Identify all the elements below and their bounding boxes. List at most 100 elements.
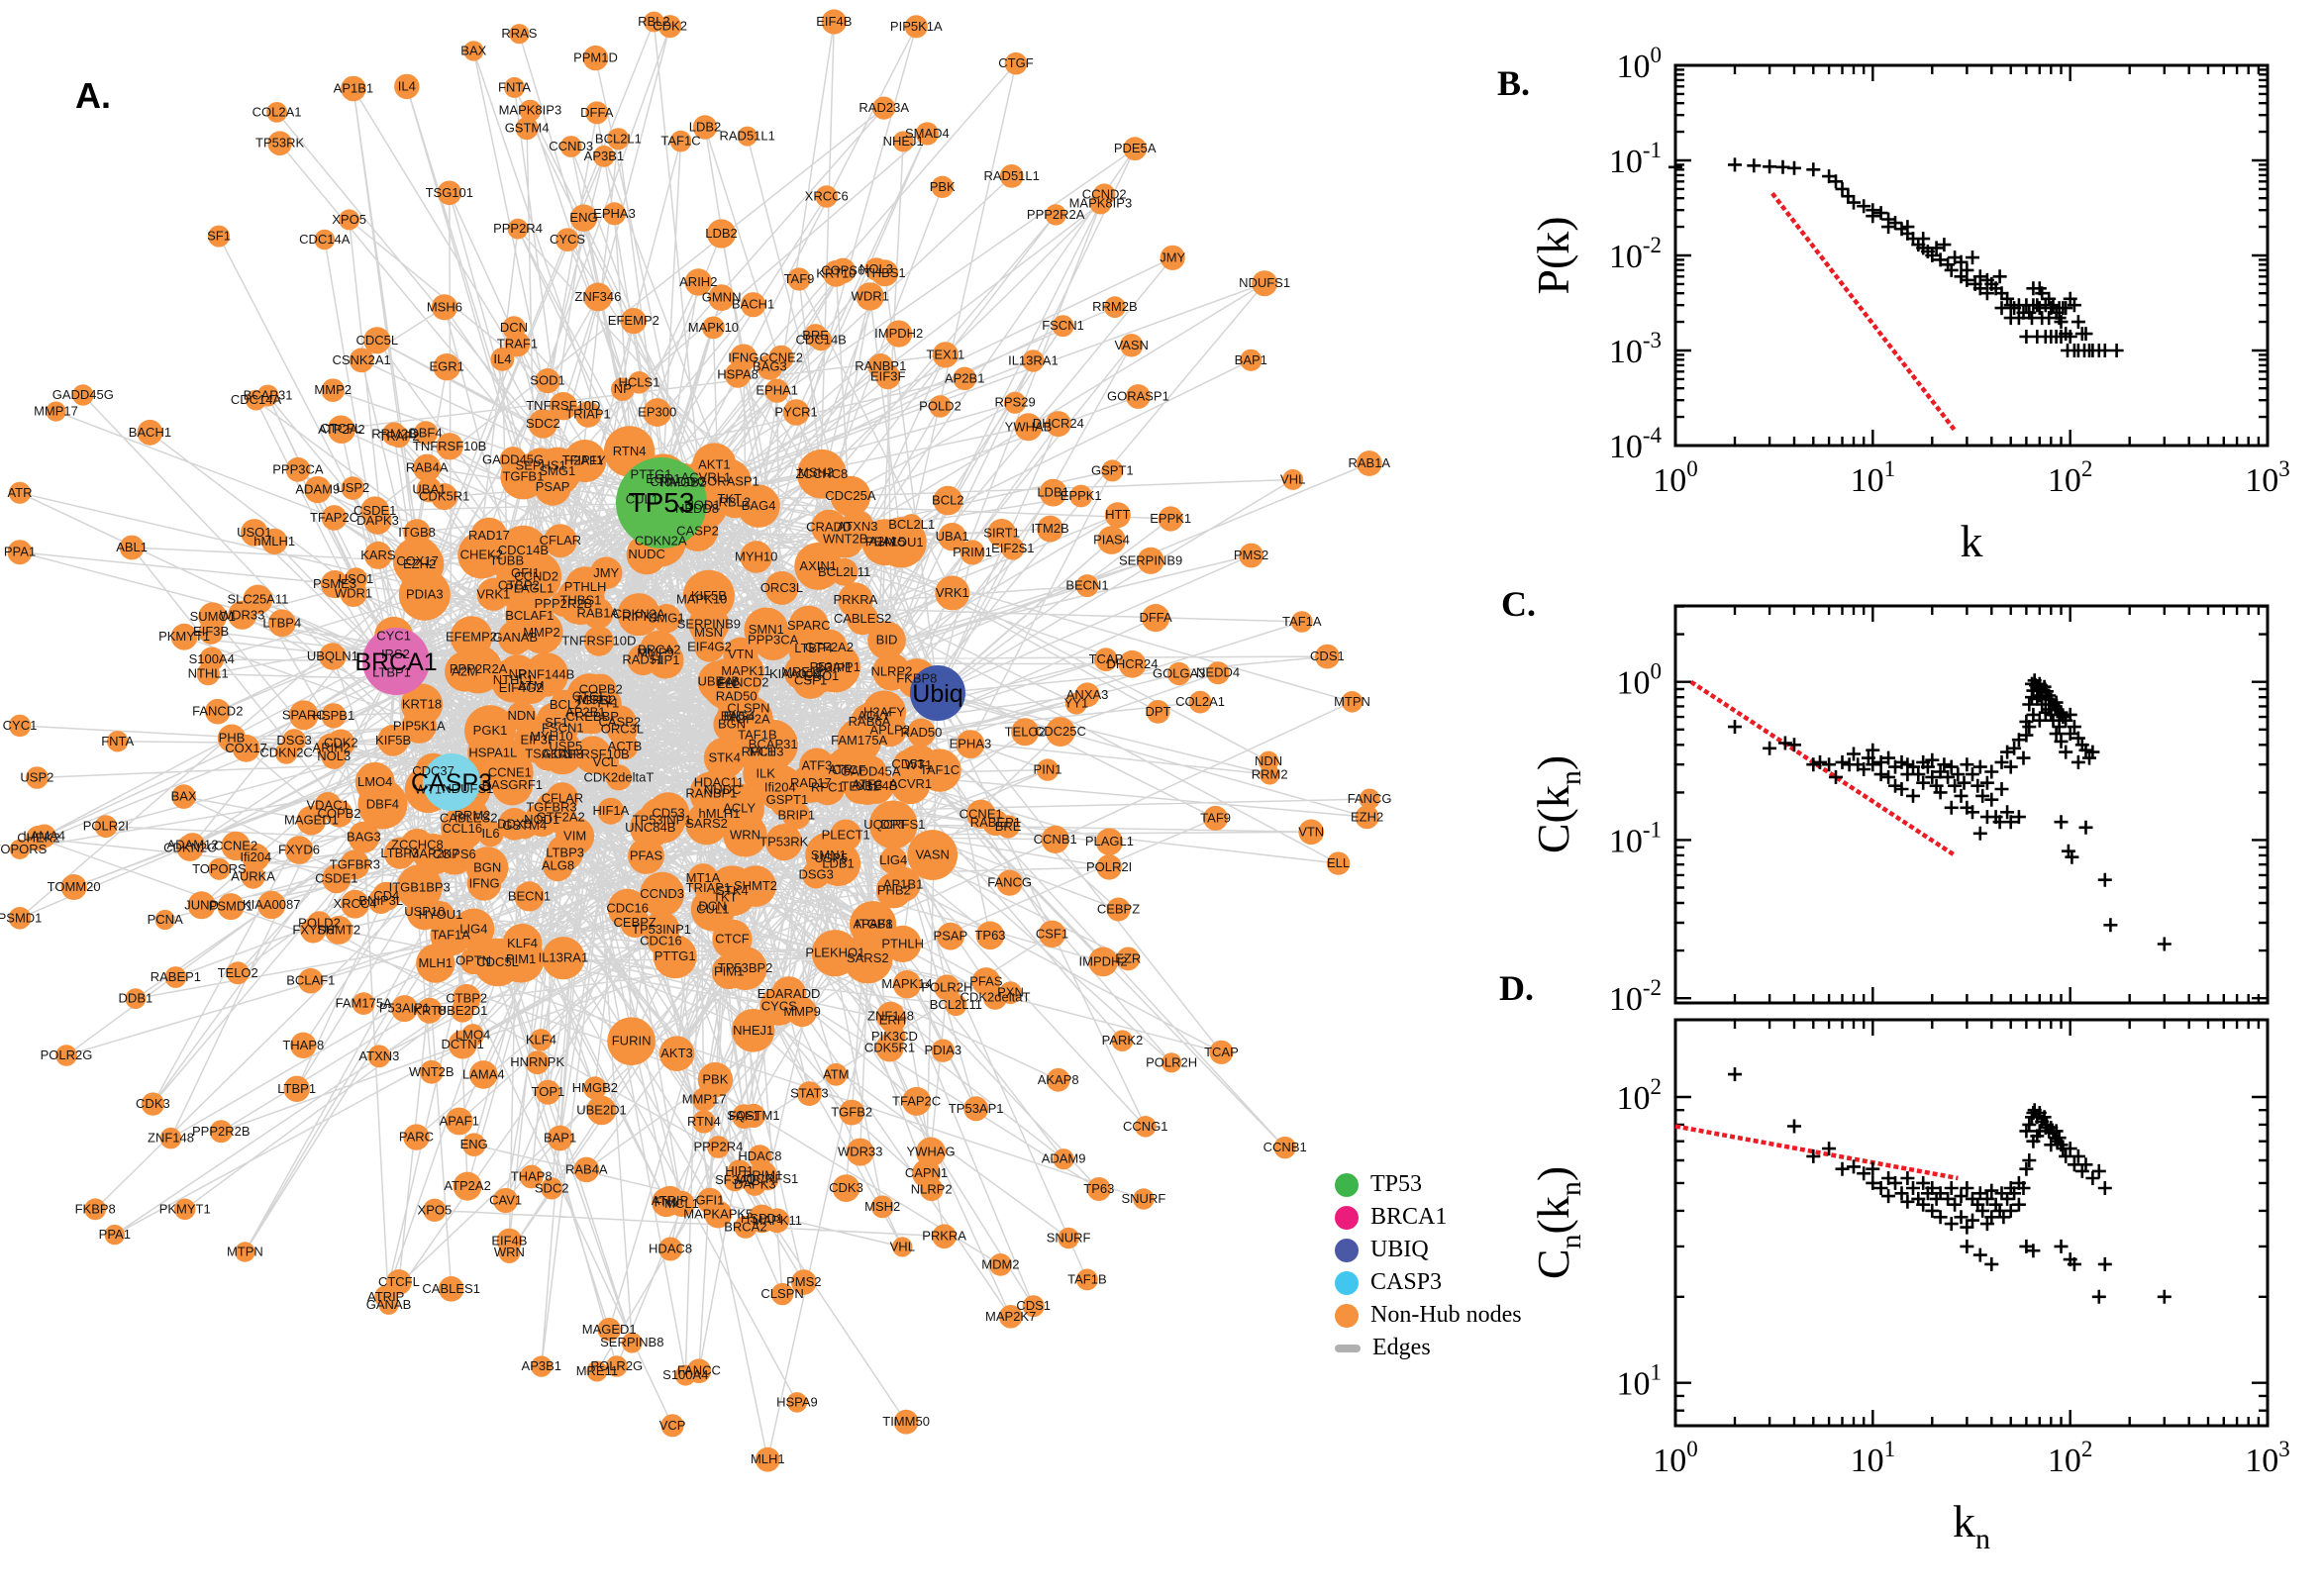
network-node xyxy=(607,128,630,150)
network-node xyxy=(514,881,545,912)
network-node xyxy=(934,974,960,1001)
network-node xyxy=(892,131,914,152)
network-node-label: GADD45G xyxy=(52,387,114,402)
network-node xyxy=(658,1036,695,1071)
network-node xyxy=(493,1187,519,1214)
legend-item: Edges xyxy=(1335,1332,1563,1364)
legend-node-swatch-icon xyxy=(1335,1172,1359,1197)
network-node-label: MTPN xyxy=(227,1245,263,1259)
network-node xyxy=(535,368,560,394)
network-node-label: GOLGA3 xyxy=(1153,666,1205,681)
network-node xyxy=(735,865,776,907)
network-node-label: CABLES1 xyxy=(422,1281,480,1296)
network-node xyxy=(72,384,94,406)
network-node xyxy=(1341,691,1364,713)
network-node xyxy=(771,976,807,1012)
network-node xyxy=(932,1224,957,1248)
network-node-label: PHB2 xyxy=(877,882,911,897)
network-node xyxy=(692,115,718,140)
network-node xyxy=(1356,450,1382,476)
network-node xyxy=(382,422,406,447)
network-node xyxy=(349,348,374,373)
network-node xyxy=(1053,1148,1074,1170)
network-node xyxy=(723,637,758,672)
network-node-label: LTBP1 xyxy=(277,1081,316,1096)
network-node-label: HSPA1L xyxy=(468,746,517,760)
network-node-label: BGN xyxy=(473,860,501,875)
network-node-label: PKMYT1 xyxy=(158,629,210,644)
network-node xyxy=(341,889,369,919)
axis-ticks xyxy=(1673,605,2270,1003)
network-node-label: CCNB1 xyxy=(1263,1140,1307,1154)
network-node xyxy=(748,1145,772,1168)
network-node xyxy=(586,1095,617,1126)
network-node-label: CCND3 xyxy=(549,139,593,153)
network-node-label: CDC14B xyxy=(796,332,847,347)
network-node-label: MDM2 xyxy=(981,1256,1019,1271)
network-node xyxy=(419,1059,444,1084)
network-node xyxy=(1014,413,1043,442)
network-node xyxy=(374,1285,398,1309)
network-node xyxy=(1126,384,1151,409)
network-node-label: USP5 xyxy=(549,739,582,753)
network-node-label: NUDC xyxy=(704,782,742,797)
network-node xyxy=(764,1208,790,1234)
network-node xyxy=(1118,649,1147,678)
network-node-label: RAD51L1 xyxy=(720,129,775,144)
network-node xyxy=(996,869,1023,896)
network-node-label: RAB1A xyxy=(1348,455,1390,470)
network-node-label: PIM1 xyxy=(714,964,744,979)
network-node-label: PLAGL1 xyxy=(505,581,554,596)
network-node-label: YY1 xyxy=(595,695,620,710)
network-node-label: BCL2L11 xyxy=(818,564,870,579)
network-node-label: EGR1 xyxy=(646,471,680,486)
network-node xyxy=(283,1075,310,1103)
network-node-label: RANBP1 xyxy=(685,785,737,800)
network-node xyxy=(582,45,609,71)
network-node-label: PRIM1 xyxy=(744,1167,783,1182)
network-node xyxy=(377,724,409,756)
tick-label: 101 xyxy=(1851,1437,1896,1479)
network-node xyxy=(582,597,614,630)
network-node xyxy=(989,1253,1012,1276)
network-node-label: MLH3 xyxy=(750,745,784,759)
network-node-label: THAP8 xyxy=(282,1038,324,1052)
network-node-label: CDC14B xyxy=(498,543,549,557)
network-node-label: IL4 xyxy=(398,78,416,93)
network-node-label: CCND2 xyxy=(1082,187,1127,202)
network-node-label: TP53INP1 xyxy=(633,812,692,827)
network-node xyxy=(491,764,533,806)
network-node xyxy=(606,1355,628,1377)
network-node-label: CDC25A xyxy=(825,488,876,503)
network-node-label: BRE xyxy=(802,328,829,343)
network-node xyxy=(7,540,33,565)
network-node xyxy=(706,219,737,249)
network-node-label: AP2B1 xyxy=(565,704,605,719)
network-node xyxy=(803,324,828,348)
network-node xyxy=(963,1096,989,1122)
tick-label: 100 xyxy=(1653,1437,1698,1479)
network-node-label: ILK xyxy=(756,766,775,781)
network-node-label: LIG4 xyxy=(459,921,487,936)
network-node xyxy=(703,737,746,779)
network-node xyxy=(26,766,49,789)
network-node xyxy=(797,1081,822,1106)
network-node xyxy=(300,917,327,944)
network-node xyxy=(999,164,1024,188)
tick-label: 102 xyxy=(2048,456,2093,499)
network-node-label: CFLAR xyxy=(540,533,582,548)
network-node-label: MRE11 xyxy=(781,664,823,679)
network-node xyxy=(119,535,145,560)
network-node-label: RAB6A xyxy=(849,714,891,729)
network-node-label: ACLY xyxy=(858,708,890,723)
network-node-label: BCLAF1 xyxy=(505,608,554,623)
network-node-label: DCN xyxy=(500,320,528,335)
network-node-label: HDAC8 xyxy=(649,1242,692,1256)
network-node xyxy=(217,724,247,752)
network-node-label: TFAP2C xyxy=(310,510,358,525)
network-node-label: CUL1 xyxy=(626,491,658,506)
network-node-label: VIM xyxy=(563,829,586,844)
network-node xyxy=(741,292,766,318)
network-node-label: HDAC8 xyxy=(738,1148,781,1163)
network-node-label: GTF2A2 xyxy=(805,640,854,654)
